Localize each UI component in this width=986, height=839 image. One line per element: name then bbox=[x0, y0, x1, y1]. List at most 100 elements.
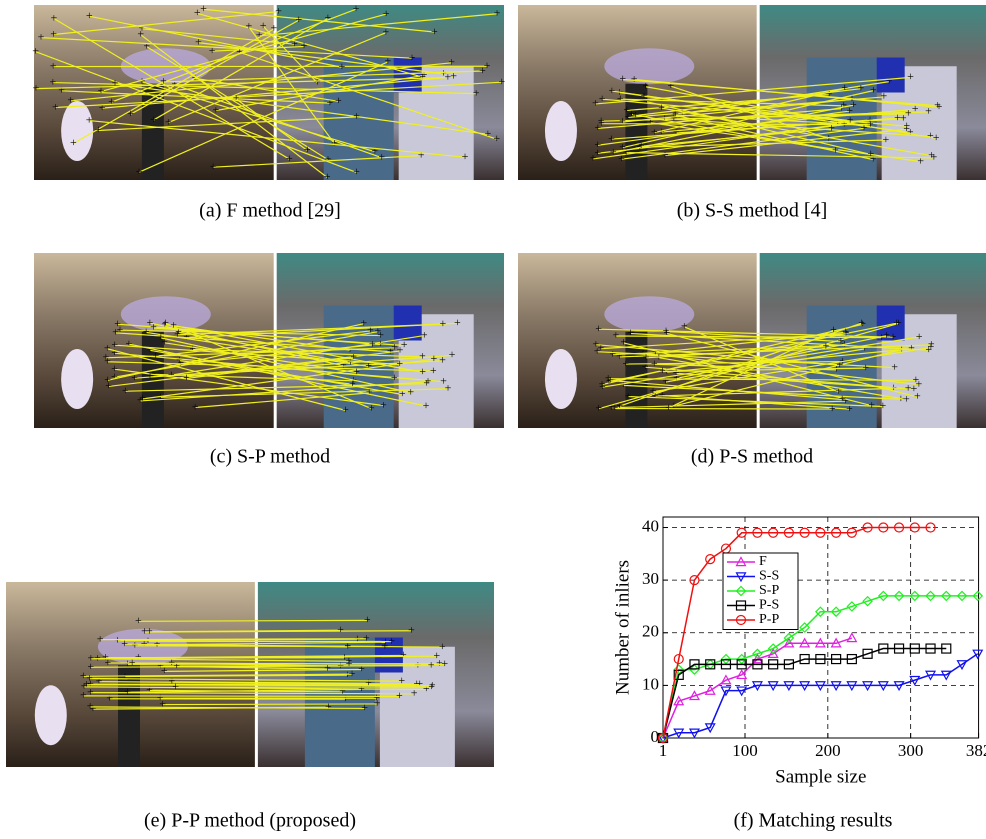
match-marker: + bbox=[87, 699, 94, 713]
x-tick-label: 382 bbox=[966, 741, 986, 760]
statue bbox=[545, 101, 577, 161]
match-marker: + bbox=[233, 91, 240, 105]
match-marker: + bbox=[907, 69, 914, 83]
match-marker: + bbox=[361, 700, 368, 714]
match-marker: + bbox=[867, 146, 874, 160]
match-marker: + bbox=[632, 107, 639, 121]
match-marker: + bbox=[843, 326, 850, 340]
match-marker: + bbox=[342, 402, 349, 416]
match-marker: + bbox=[829, 401, 836, 415]
match-marker: + bbox=[839, 391, 846, 405]
match-marker: + bbox=[883, 328, 890, 342]
match-line bbox=[163, 704, 377, 705]
match-marker: + bbox=[102, 649, 109, 663]
legend-label: P-P bbox=[759, 612, 779, 627]
match-marker: + bbox=[172, 679, 179, 693]
match-marker: + bbox=[122, 668, 129, 682]
match-marker: + bbox=[397, 343, 404, 357]
legend-label: F bbox=[759, 554, 767, 569]
match-marker: + bbox=[377, 327, 384, 341]
match-marker: + bbox=[627, 325, 634, 339]
match-marker: + bbox=[173, 658, 180, 672]
match-marker: + bbox=[883, 132, 890, 146]
match-marker: + bbox=[441, 656, 448, 670]
match-marker: + bbox=[822, 338, 829, 352]
match-marker: + bbox=[408, 623, 415, 637]
match-marker: + bbox=[388, 633, 395, 647]
match-marker: + bbox=[597, 340, 604, 354]
match-marker: + bbox=[894, 110, 901, 124]
match-marker: + bbox=[428, 679, 435, 693]
match-marker: + bbox=[111, 337, 118, 351]
match-marker: + bbox=[338, 59, 345, 73]
y-tick-label: 20 bbox=[642, 622, 659, 641]
match-marker: + bbox=[80, 688, 87, 702]
statue bbox=[35, 685, 67, 745]
legend-label: S-S bbox=[759, 569, 779, 584]
match-marker: + bbox=[914, 389, 921, 403]
match-marker: + bbox=[324, 661, 331, 675]
match-marker: + bbox=[353, 164, 360, 178]
match-marker: + bbox=[667, 78, 674, 92]
legend-label: P-S bbox=[759, 598, 779, 613]
match-marker: + bbox=[398, 673, 405, 687]
match-marker: + bbox=[650, 384, 657, 398]
match-marker: + bbox=[86, 112, 93, 126]
match-marker: + bbox=[87, 651, 94, 665]
match-marker: + bbox=[304, 142, 311, 156]
match-marker: + bbox=[183, 370, 190, 384]
match-marker: + bbox=[364, 612, 371, 626]
match-marker: + bbox=[916, 329, 923, 343]
match-marker: + bbox=[421, 327, 428, 341]
match-marker: + bbox=[143, 39, 150, 53]
y-axis-label: Number of inliers bbox=[612, 560, 633, 695]
match-marker: + bbox=[106, 691, 113, 705]
match-marker: + bbox=[331, 136, 338, 150]
match-marker: + bbox=[162, 315, 169, 329]
match-marker: + bbox=[161, 335, 168, 349]
match-marker: + bbox=[917, 153, 924, 167]
match-marker: + bbox=[146, 623, 153, 637]
match-marker: + bbox=[399, 386, 406, 400]
match-marker: + bbox=[430, 351, 437, 365]
fountain bbox=[604, 48, 694, 84]
match-marker: + bbox=[681, 319, 688, 333]
match-marker: + bbox=[97, 631, 104, 645]
match-marker: + bbox=[828, 120, 835, 134]
caption: (c) S-P method bbox=[210, 446, 330, 468]
match-marker: + bbox=[129, 655, 136, 669]
match-marker: + bbox=[622, 356, 629, 370]
match-marker: + bbox=[286, 151, 293, 165]
match-marker: + bbox=[423, 398, 430, 412]
match-marker: + bbox=[595, 120, 602, 134]
match-marker: + bbox=[498, 74, 505, 88]
match-marker: + bbox=[665, 400, 672, 414]
match-marker: + bbox=[50, 58, 57, 72]
match-marker: + bbox=[886, 73, 893, 87]
match-marker: + bbox=[913, 372, 920, 386]
match-marker: + bbox=[846, 401, 853, 415]
match-marker: + bbox=[493, 131, 500, 145]
match-marker: + bbox=[366, 385, 373, 399]
match-marker: + bbox=[462, 149, 469, 163]
match-marker: + bbox=[99, 100, 106, 114]
match-marker: + bbox=[38, 29, 45, 43]
match-marker: + bbox=[485, 126, 492, 140]
match-marker: + bbox=[192, 399, 199, 413]
match-marker: + bbox=[70, 135, 77, 149]
match-marker: + bbox=[858, 80, 865, 94]
match-line bbox=[615, 408, 832, 409]
match-marker: + bbox=[380, 397, 387, 411]
match-marker: + bbox=[104, 372, 111, 386]
match-marker: + bbox=[200, 1, 207, 15]
match-marker: + bbox=[365, 358, 372, 372]
match-marker: + bbox=[431, 24, 438, 38]
match-marker: + bbox=[608, 83, 615, 97]
match-marker: + bbox=[260, 18, 267, 32]
match-marker: + bbox=[599, 91, 606, 105]
match-marker: + bbox=[112, 76, 119, 90]
match-marker: + bbox=[136, 164, 143, 178]
match-marker: + bbox=[659, 363, 666, 377]
match-marker: + bbox=[150, 320, 157, 334]
match-marker: + bbox=[353, 109, 360, 123]
